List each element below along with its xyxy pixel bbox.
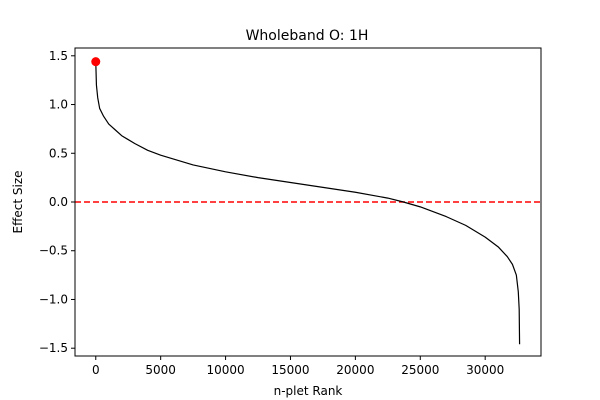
x-tick-label: 5000 [145,363,176,377]
plot-area [75,57,541,345]
y-tick-label: 0.0 [49,195,68,209]
y-tick-label: −1.5 [39,341,68,355]
chart-title: Wholeband O: 1H [246,28,369,44]
x-axis-label: n-plet Rank [274,384,343,398]
y-tick-label: −1.0 [39,292,68,306]
x-tick-label: 25000 [401,363,439,377]
y-tick-label: 0.5 [49,146,68,160]
y-axis-label: Effect Size [11,171,25,234]
axes-frame [74,47,542,357]
y-axis: 1.5 1.0 0.5 0.0 −0.5 −1.0 −1.5 [39,49,75,355]
x-tick-label: 10000 [206,363,244,377]
x-tick-label: 15000 [271,363,309,377]
y-tick-label: −0.5 [39,244,68,258]
y-tick-label: 1.5 [49,49,68,63]
x-tick-label: 0 [92,363,100,377]
top-rank-marker [91,57,101,67]
x-tick-label: 30000 [466,363,504,377]
x-axis: 0 5000 10000 15000 20000 25000 30000 [92,356,504,377]
effect-size-series-line [95,61,521,345]
y-tick-label: 1.0 [49,98,68,112]
x-tick-label: 20000 [336,363,374,377]
